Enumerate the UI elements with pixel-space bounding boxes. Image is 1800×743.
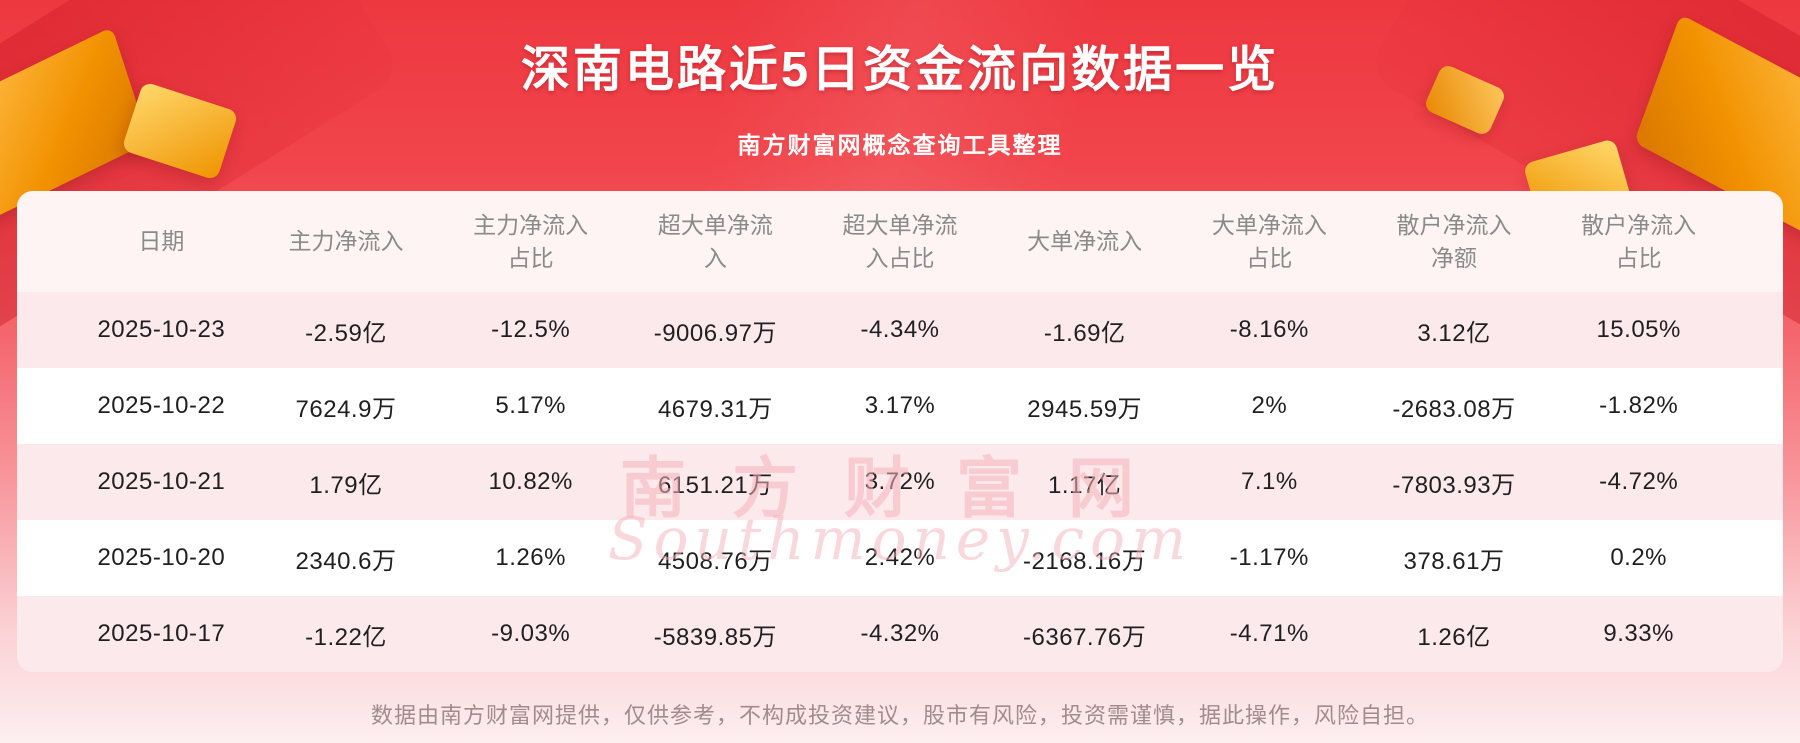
table-cell: -2.59亿 xyxy=(305,319,387,347)
table-cell: -4.72% xyxy=(1599,468,1679,495)
column-header: 散户净流入 净额 xyxy=(1396,212,1512,271)
table-cell: 3.12亿 xyxy=(1417,319,1491,347)
table-cell: -9006.97万 xyxy=(653,319,777,347)
table-cell: -1.82% xyxy=(1599,392,1679,419)
table-cell: -4.71% xyxy=(1229,620,1309,647)
capital-flow-table: 日期 主力净流入 主力净流入 占比 超大单净流 入 超大单净流 入占比 大单净流入 大单净流… xyxy=(17,191,1783,672)
table-cell: 1.26% xyxy=(495,544,566,571)
table-header-row: 日期 主力净流入 主力净流入 占比 超大单净流 入 超大单净流 入占比 大单净流入 大单净流… xyxy=(17,191,1783,292)
table-cell: 7624.9万 xyxy=(295,395,397,423)
column-header: 日期 xyxy=(138,228,185,255)
table-cell: 7.1% xyxy=(1240,468,1298,495)
table-cell: 2025-10-21 xyxy=(97,468,226,495)
column-header: 超大单净流 入 xyxy=(657,212,773,271)
table-cell: -4.32% xyxy=(860,620,940,647)
table-cell: 3.72% xyxy=(864,468,936,495)
footer-disclaimer: 数据由南方财富网提供，仅供参考，不构成投资建议，股市有风险，投资需谨慎，据此操作… xyxy=(370,703,1429,728)
table-cell: -7803.93万 xyxy=(1392,471,1516,499)
column-header: 散户净流入 占比 xyxy=(1581,212,1697,271)
table-cell: -9.03% xyxy=(491,620,571,647)
table-cell: 4508.76万 xyxy=(657,547,773,575)
table-cell: 2.42% xyxy=(864,544,936,571)
table-cell: -2168.16万 xyxy=(1023,547,1147,575)
page-subtitle: 南方财富网概念查询工具整理 xyxy=(737,132,1063,158)
table-cell: 5.17% xyxy=(495,392,566,419)
table-cell: 1.26亿 xyxy=(1417,623,1491,651)
table-cell: 2025-10-23 xyxy=(97,316,226,343)
table-row: 2025-10-22 7624.9万 5.17% 4679.31万 3.17% 2945.… xyxy=(17,368,1783,444)
table-cell: 1.79亿 xyxy=(309,471,383,499)
table-cell: 2% xyxy=(1251,392,1288,419)
table-cell: 10.82% xyxy=(488,468,573,495)
table-cell: 1.17亿 xyxy=(1048,471,1122,499)
table-row: 2025-10-23 -2.59亿 -12.5% -9006.97万 -4.34% -1.… xyxy=(17,292,1783,368)
column-header: 主力净流入 占比 xyxy=(473,212,589,271)
table-cell: 2945.59万 xyxy=(1027,395,1143,423)
table-cell: -4.34% xyxy=(860,316,940,343)
column-header: 大单净流入 xyxy=(1027,228,1143,255)
table-cell: -1.17% xyxy=(1229,544,1309,571)
table-row: 2025-10-21 1.79亿 10.82% 6151.21万 3.72% 1.17亿 7… xyxy=(17,444,1783,520)
column-header: 主力净流入 xyxy=(288,228,404,255)
table-cell: -8.16% xyxy=(1229,316,1309,343)
table-cell: -2683.08万 xyxy=(1392,395,1516,423)
table-row: 2025-10-17 -1.22亿 -9.03% -5839.85万 -4.32% -63… xyxy=(17,596,1783,672)
table-body: 2025-10-23 -2.59亿 -12.5% -9006.97万 -4.34% -1.… xyxy=(17,292,1783,672)
page-title: 深南电路近5日资金流向数据一览 xyxy=(520,43,1280,97)
table-cell: 4679.31万 xyxy=(657,395,773,423)
table-cell: 9.33% xyxy=(1603,620,1674,647)
table-cell: 2025-10-17 xyxy=(97,620,226,647)
table-cell: -1.22亿 xyxy=(305,623,387,651)
table-cell: -1.69亿 xyxy=(1043,319,1126,347)
table-cell: 2340.6万 xyxy=(295,547,397,575)
table-cell: -6367.76万 xyxy=(1023,623,1147,651)
table-cell: 2025-10-22 xyxy=(97,392,226,419)
table-row: 2025-10-20 2340.6万 1.26% 4508.76万 2.42% -2168… xyxy=(17,520,1783,596)
column-header: 超大单净流 入占比 xyxy=(842,212,958,271)
table-cell: 2025-10-20 xyxy=(97,544,226,571)
table-cell: 15.05% xyxy=(1596,316,1681,343)
table-cell: 0.2% xyxy=(1610,544,1668,571)
column-header: 大单净流入 占比 xyxy=(1211,212,1327,271)
table-cell: 6151.21万 xyxy=(657,471,773,499)
table-cell: -5839.85万 xyxy=(653,623,777,651)
table-cell: -12.5% xyxy=(491,316,571,343)
table-cell: 378.61万 xyxy=(1403,547,1505,575)
table-cell: 3.17% xyxy=(864,392,936,419)
